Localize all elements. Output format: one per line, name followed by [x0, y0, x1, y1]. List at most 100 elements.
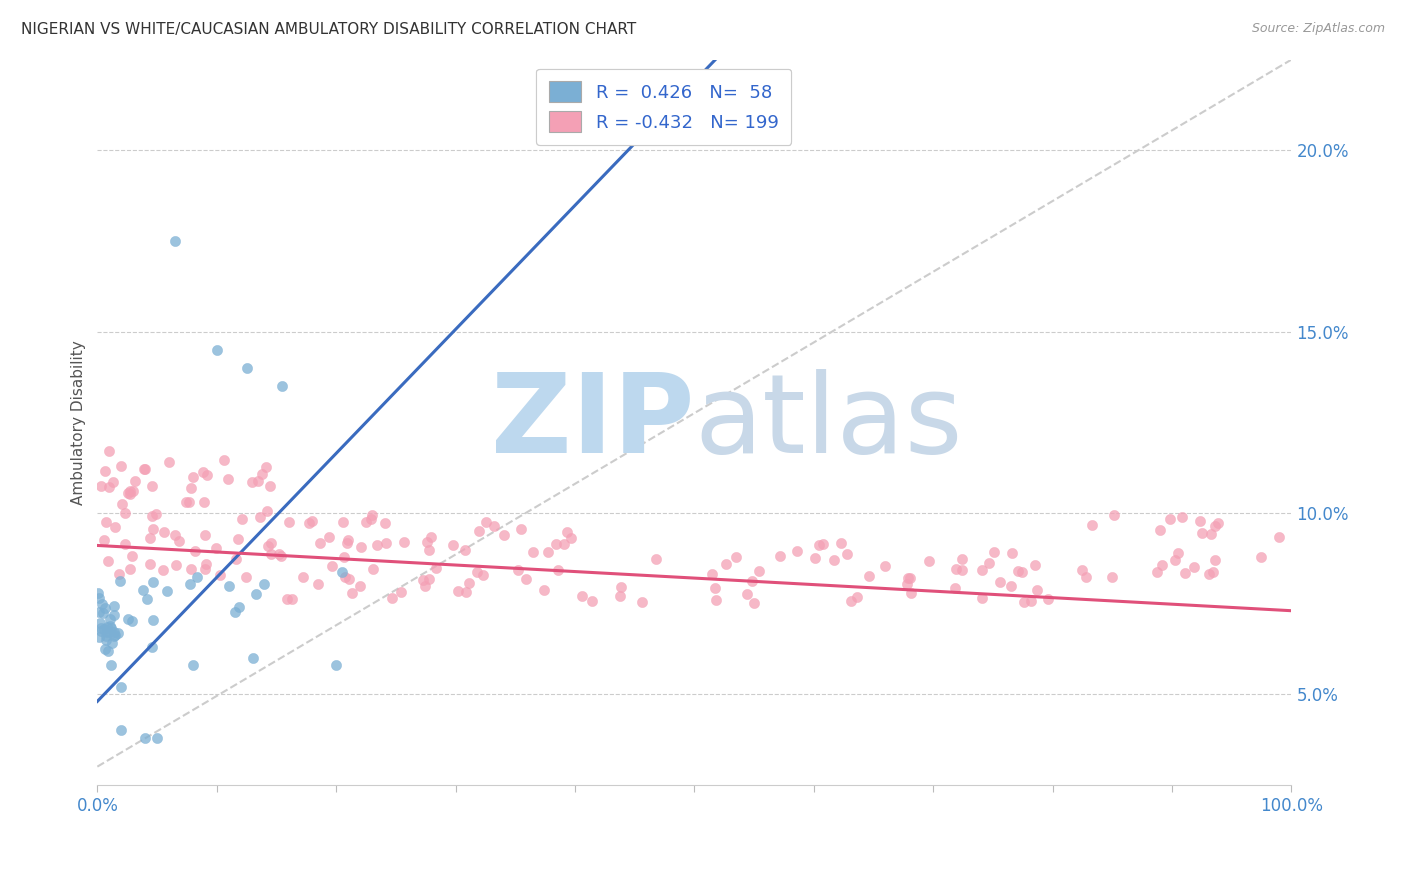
Y-axis label: Ambulatory Disability: Ambulatory Disability: [72, 340, 86, 505]
Point: [245, 587, 267, 601]
Point: [225, 551, 247, 566]
Point: [110, 458, 132, 473]
Point: [704, 593, 727, 607]
Point: [786, 543, 808, 558]
Point: [898, 571, 921, 585]
Point: [100, 636, 122, 650]
Point: [90, 478, 112, 492]
Point: [332, 515, 354, 529]
Point: [226, 532, 249, 546]
Point: [768, 549, 790, 563]
Point: [1159, 512, 1181, 526]
Point: [571, 589, 593, 603]
Point: [465, 565, 488, 579]
Point: [897, 571, 920, 585]
Point: [96, 620, 118, 634]
Point: [87, 630, 110, 644]
Point: [141, 479, 163, 493]
Point: [471, 568, 494, 582]
Point: [336, 533, 359, 547]
Point: [132, 462, 155, 476]
Point: [259, 479, 281, 493]
Point: [141, 508, 163, 523]
Point: [1199, 526, 1222, 541]
Point: [1036, 591, 1059, 606]
Point: [540, 125, 562, 139]
Point: [375, 535, 398, 549]
Point: [547, 563, 569, 577]
Point: [560, 531, 582, 545]
Point: [94, 600, 117, 615]
Point: [179, 577, 201, 591]
Point: [246, 475, 269, 489]
Point: [181, 469, 204, 483]
Point: [193, 495, 215, 509]
Point: [184, 543, 207, 558]
Point: [645, 551, 668, 566]
Point: [970, 563, 993, 577]
Point: [983, 545, 1005, 559]
Point: [350, 540, 373, 554]
Point: [420, 530, 443, 544]
Point: [256, 504, 278, 518]
Point: [194, 528, 217, 542]
Point: [103, 599, 125, 613]
Point: [823, 553, 845, 567]
Point: [333, 570, 356, 584]
Point: [1202, 565, 1225, 579]
Point: [340, 585, 363, 599]
Point: [110, 574, 132, 588]
Point: [325, 658, 347, 673]
Point: [361, 508, 384, 523]
Point: [1011, 565, 1033, 579]
Point: [858, 569, 880, 583]
Point: [114, 537, 136, 551]
Point: [744, 596, 766, 610]
Point: [415, 535, 437, 549]
Point: [271, 379, 294, 393]
Point: [412, 574, 434, 588]
Point: [979, 556, 1001, 570]
Point: [555, 524, 578, 539]
Point: [875, 558, 897, 573]
Point: [418, 572, 440, 586]
Point: [96, 629, 118, 643]
Point: [1080, 517, 1102, 532]
Point: [231, 512, 253, 526]
Point: [98, 612, 121, 626]
Point: [475, 515, 498, 529]
Point: [157, 455, 180, 469]
Point: [146, 731, 169, 745]
Point: [124, 474, 146, 488]
Point: [97, 554, 120, 568]
Point: [281, 592, 304, 607]
Point: [205, 343, 228, 357]
Point: [1001, 546, 1024, 560]
Point: [212, 453, 235, 467]
Point: [194, 562, 217, 576]
Point: [482, 519, 505, 533]
Point: [276, 592, 298, 607]
Point: [748, 564, 770, 578]
Point: [134, 731, 156, 745]
Point: [120, 483, 142, 498]
Point: [98, 480, 121, 494]
Point: [1007, 564, 1029, 578]
Point: [145, 507, 167, 521]
Point: [1267, 530, 1289, 544]
Point: [1250, 550, 1272, 565]
Point: [193, 465, 215, 479]
Point: [458, 575, 481, 590]
Point: [108, 567, 131, 582]
Point: [218, 579, 240, 593]
Point: [1071, 563, 1094, 577]
Point: [90, 624, 112, 639]
Point: [1189, 514, 1212, 528]
Point: [195, 557, 218, 571]
Point: [104, 520, 127, 534]
Point: [356, 515, 378, 529]
Point: [104, 628, 127, 642]
Point: [1146, 565, 1168, 579]
Point: [134, 462, 156, 476]
Point: [179, 481, 201, 495]
